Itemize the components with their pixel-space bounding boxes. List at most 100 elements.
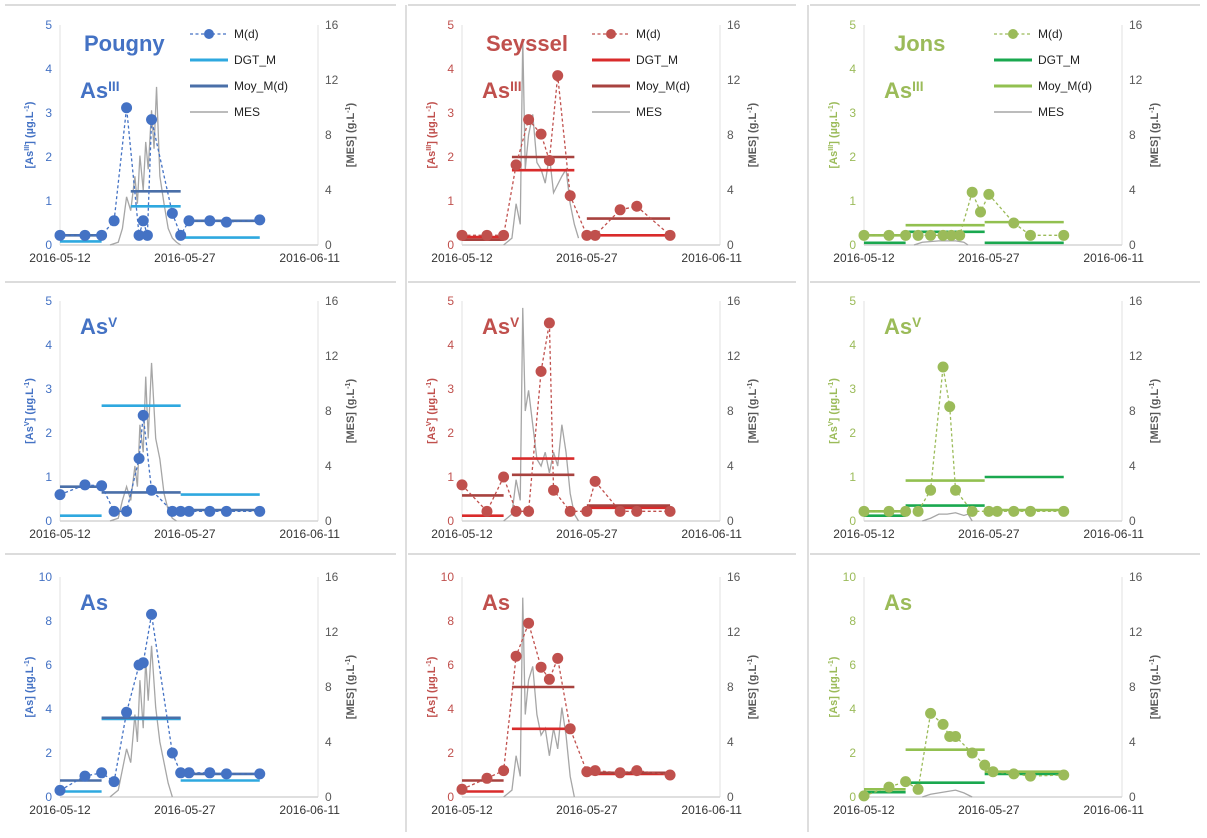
md-point	[535, 128, 547, 140]
md-point	[481, 505, 493, 517]
y-axis-title: [AsIII] (µg.L-1)	[425, 101, 438, 168]
site-title: Pougny	[84, 31, 165, 56]
y-axis-title-a: [As	[24, 700, 36, 718]
y2-tick-label: 8	[1129, 404, 1136, 418]
md-point	[1024, 505, 1036, 517]
x-tick-label: 2016-05-27	[958, 527, 1020, 541]
y-tick-label: 0	[447, 238, 454, 252]
x-tick-label: 2016-06-11	[1083, 803, 1144, 817]
panel-pougny-as: 0 2 4 6 8 10 0 4 8 12 16 2016-05-12 2016-05-27 2016-0…	[23, 570, 357, 817]
y-axis-title: [AsV] (µg.L-1)	[23, 378, 36, 444]
md-point	[966, 505, 978, 517]
md-point	[141, 229, 153, 241]
md-point	[979, 759, 991, 771]
y-tick-label: 3	[45, 106, 52, 120]
md-point	[614, 505, 626, 517]
y2-axis-title-b: )	[345, 378, 357, 382]
y-tick-label: 0	[45, 790, 52, 804]
y-tick-label: 0	[45, 514, 52, 528]
md-point	[121, 102, 133, 114]
md-point	[631, 200, 643, 212]
x-tick-label: 2016-05-27	[154, 527, 216, 541]
y2-tick-label: 8	[325, 680, 332, 694]
y-axis-title-a: [As	[24, 426, 36, 444]
y2-tick-label: 4	[727, 183, 734, 197]
md-point	[498, 229, 510, 241]
y2-tick-label: 16	[727, 18, 741, 32]
y2-tick-label: 0	[325, 790, 332, 804]
y-tick-label: 4	[849, 62, 856, 76]
y-tick-label: 0	[849, 514, 856, 528]
md-point	[535, 365, 547, 377]
species-label: AsV	[884, 314, 921, 339]
species-label: AsIII	[884, 78, 923, 103]
md-point	[1058, 229, 1070, 241]
legend-label-mes: MES	[234, 105, 260, 119]
mes-line	[503, 38, 580, 246]
y-tick-label: 1	[447, 194, 454, 208]
site-title: Jons	[894, 31, 945, 56]
md-point	[900, 505, 912, 517]
y-axis-title-sup: III	[827, 145, 835, 151]
y-tick-label: 4	[447, 702, 454, 716]
y-tick-label: 2	[849, 746, 856, 760]
species-label-sup: V	[510, 315, 519, 330]
legend-label-dgt: DGT_M	[1038, 53, 1080, 67]
y2-axis-title-b: )	[1149, 654, 1161, 658]
md-point	[589, 765, 601, 777]
y-tick-label: 2	[447, 426, 454, 440]
md-point	[664, 769, 676, 781]
y-axis-title: [As] (µg.L-1)	[425, 656, 438, 717]
md-point	[54, 229, 66, 241]
y-tick-label: 0	[849, 790, 856, 804]
y-tick-label: 4	[45, 702, 52, 716]
md-point	[858, 505, 870, 517]
mes-line	[109, 645, 173, 798]
y2-tick-label: 12	[325, 625, 339, 639]
md-point	[510, 650, 522, 662]
md-point	[254, 214, 266, 226]
y2-tick-label: 8	[727, 680, 734, 694]
y2-tick-label: 12	[1129, 73, 1143, 87]
md-point	[912, 505, 924, 517]
md-point	[581, 505, 593, 517]
md-point	[966, 747, 978, 759]
y-tick-label: 4	[849, 338, 856, 352]
y2-axis-title-exp: -1	[344, 106, 352, 112]
y2-tick-label: 4	[325, 183, 332, 197]
y2-tick-label: 16	[1129, 294, 1143, 308]
md-point	[220, 768, 232, 780]
md-point	[589, 475, 601, 487]
y-axis-title-b: ] (µg.L	[24, 111, 36, 144]
x-tick-label: 2016-06-11	[681, 803, 742, 817]
x-tick-label: 2016-05-27	[556, 527, 618, 541]
mes-line	[503, 597, 575, 798]
legend-marker-md	[204, 29, 214, 39]
md-point	[220, 216, 232, 228]
md-point	[883, 781, 895, 793]
y2-axis-title-a: [MES] (g.L	[747, 389, 759, 444]
md-point	[523, 617, 535, 629]
species-label: As	[482, 590, 510, 615]
md-point	[664, 505, 676, 517]
y-tick-label: 0	[45, 238, 52, 252]
y-tick-label: 4	[447, 338, 454, 352]
y2-axis-title-exp: -1	[746, 106, 754, 112]
y-axis-title: [AsV] (µg.L-1)	[827, 378, 840, 444]
y-tick-label: 2	[45, 746, 52, 760]
md-point	[858, 229, 870, 241]
md-point	[937, 229, 949, 241]
y-axis-title-b: ] (µg.L	[24, 388, 36, 421]
md-point	[581, 766, 593, 778]
y-tick-label: 0	[447, 514, 454, 528]
y2-tick-label: 4	[727, 735, 734, 749]
y-axis-title-exp: -1	[827, 105, 835, 111]
md-point	[614, 767, 626, 779]
y-axis-title-a: [As	[426, 700, 438, 718]
md-point	[664, 229, 676, 241]
y-axis-title-c: )	[828, 656, 840, 660]
md-point	[912, 783, 924, 795]
y2-axis-title-b: )	[345, 102, 357, 106]
